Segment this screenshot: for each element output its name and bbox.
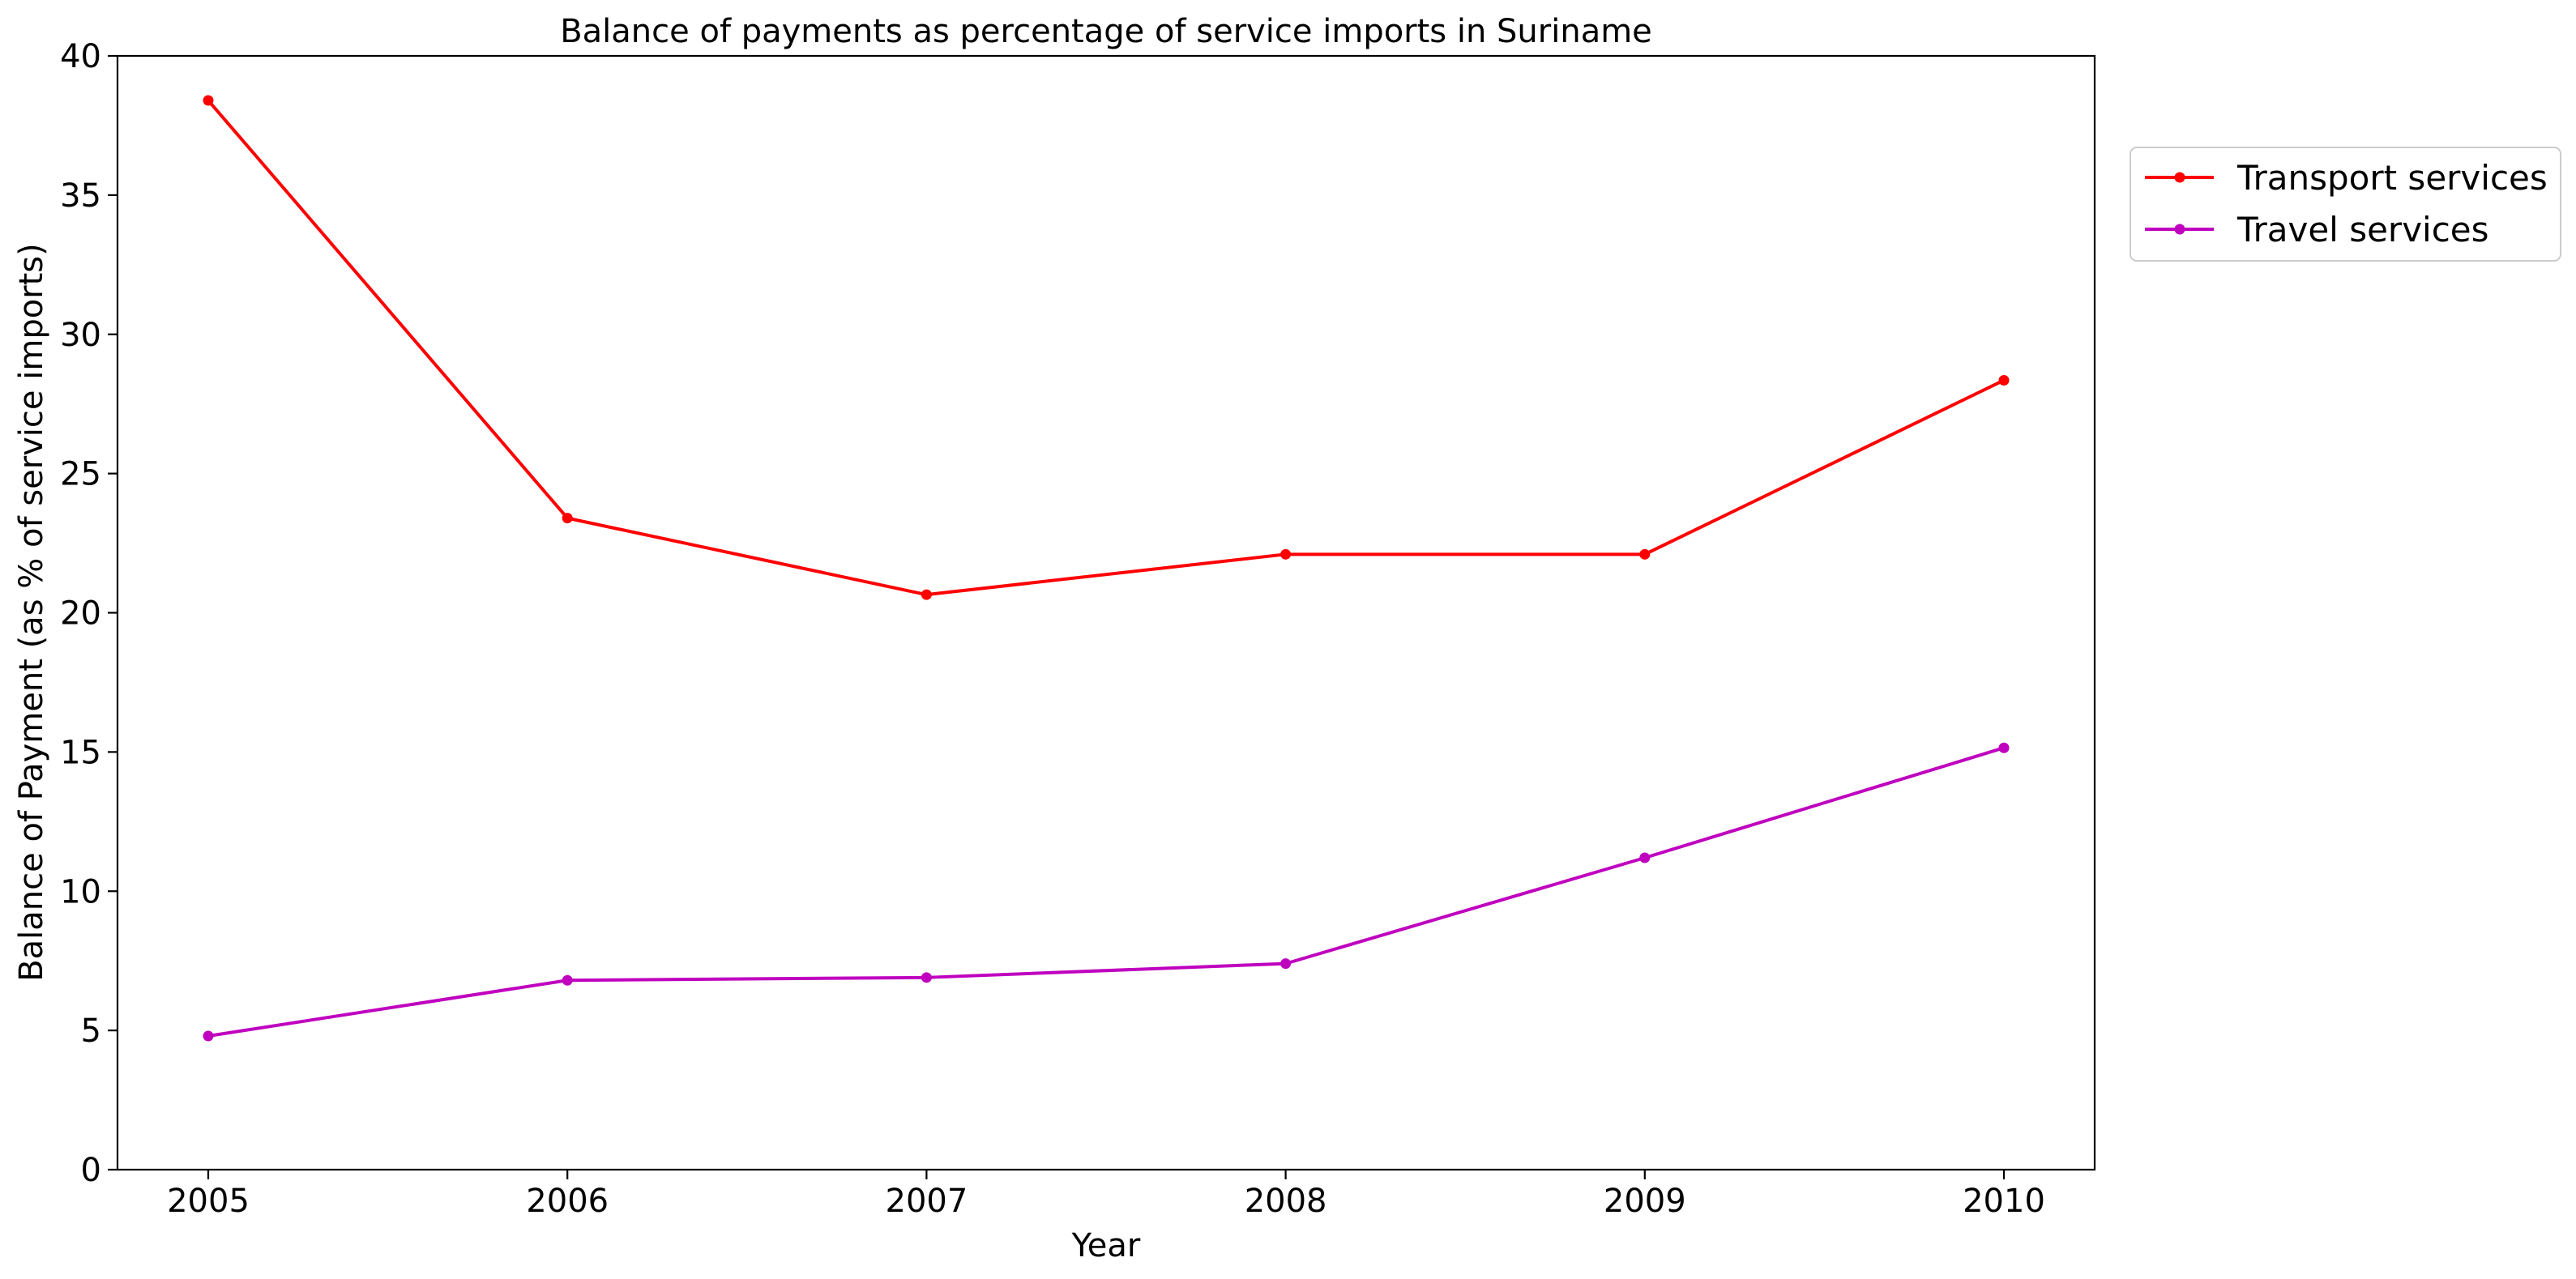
legend: Transport services Travel services: [2130, 147, 2561, 262]
legend-box: [2130, 147, 2561, 262]
series-line: [207, 746, 2006, 1038]
y-tick-label: 35: [60, 177, 101, 215]
x-tick-label: 2007: [886, 1183, 968, 1220]
data-point: [562, 513, 573, 524]
series-line: [207, 99, 2006, 597]
legend-label: Transport services: [2236, 158, 2548, 198]
x-axis-label: Year: [1071, 1227, 1141, 1264]
x-tick-label: 2008: [1245, 1183, 1327, 1220]
legend-item: Travel services: [2145, 210, 2489, 249]
x-tick-label: 2009: [1604, 1183, 1686, 1220]
data-point: [203, 1030, 214, 1042]
y-axis-label: Balance of Payment (as % of service impo…: [13, 243, 50, 982]
chart-title: Balance of payments as percentage of ser…: [560, 13, 1652, 50]
data-point: [1998, 742, 2010, 753]
y-tick-label: 25: [60, 456, 101, 493]
data-point: [921, 972, 932, 983]
x-tick-label: 2010: [1963, 1183, 2045, 1220]
y-tick-label: 40: [60, 38, 101, 75]
y-tick-label: 0: [81, 1152, 101, 1189]
x-axis: 2005 2006 2007 2008 2009 2010: [167, 1170, 2045, 1220]
y-tick-label: 5: [81, 1013, 101, 1050]
legend-marker-icon: [2174, 224, 2185, 235]
data-point: [1280, 958, 1292, 970]
y-tick-label: 20: [60, 595, 101, 633]
legend-label: Travel services: [2236, 210, 2489, 249]
series-travel-services: [203, 742, 2010, 1042]
x-tick-label: 2006: [526, 1183, 609, 1220]
x-tick-label: 2005: [167, 1183, 250, 1220]
data-point: [1639, 852, 1651, 863]
legend-marker-icon: [2174, 172, 2185, 183]
data-point: [203, 95, 214, 106]
y-tick-label: 10: [60, 873, 101, 910]
y-tick-label: 15: [60, 734, 101, 771]
data-point: [562, 974, 573, 986]
y-axis: 0 5 10 15 20 25 30 35 40: [60, 38, 117, 1189]
y-tick-label: 30: [60, 317, 101, 354]
series-transport-services: [203, 95, 2010, 600]
data-point: [1639, 548, 1651, 560]
data-point: [1998, 374, 2010, 386]
data-point: [1280, 548, 1292, 560]
series-layer: [203, 95, 2010, 1042]
data-point: [921, 589, 932, 600]
legend-item: Transport services: [2145, 158, 2548, 198]
